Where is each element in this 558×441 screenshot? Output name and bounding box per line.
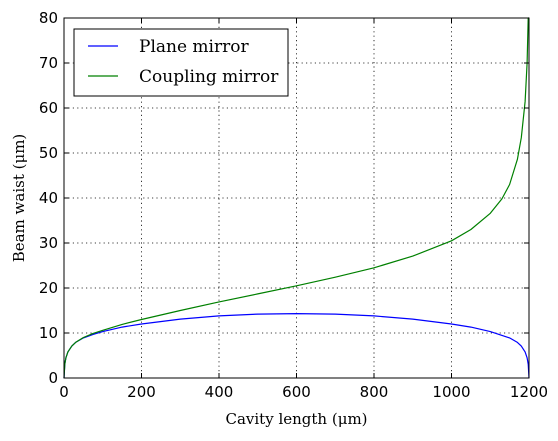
y-tick-label: 10 [39,324,58,342]
y-tick-label: 50 [39,144,58,162]
series-lines [63,17,530,379]
y-tick-label: 30 [39,234,58,252]
legend-label-coupling-mirror: Coupling mirror [139,67,279,87]
legend: Plane mirror Coupling mirror [73,28,289,97]
x-tick-label: 1200 [510,383,548,401]
grid [64,18,529,378]
x-tick-label: 1000 [432,383,470,401]
x-axis-title: Cavity length (μm) [225,410,367,428]
x-tick-label: 0 [59,383,69,401]
x-tick-label: 200 [127,383,156,401]
y-tick-label: 70 [39,54,58,72]
y-tick-label: 60 [39,99,58,117]
y-tick-label: 0 [48,369,58,387]
y-axis-title: Beam waist (μm) [10,134,28,263]
x-tick-label: 400 [205,383,234,401]
legend-box [73,28,289,97]
y-tick-label: 80 [39,9,58,27]
y-tick-label: 40 [39,189,58,207]
y-tick-label: 20 [39,279,58,297]
axis-ticks: 0 200 400 600 800 1000 1200 0 10 20 30 40 50 60 70 80 [39,9,548,401]
legend-label-plane-mirror: Plane mirror [139,37,249,57]
series-line-coupling-mirror [63,17,529,379]
x-tick-label: 600 [282,383,311,401]
x-tick-label: 800 [360,383,389,401]
